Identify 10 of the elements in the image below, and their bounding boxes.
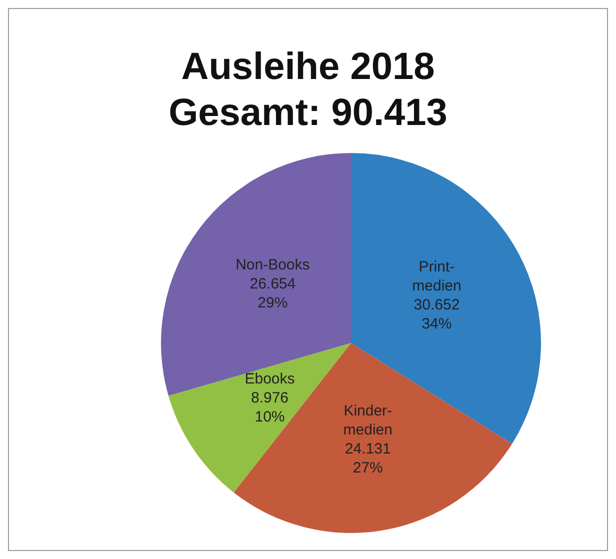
slice-label: Non-Books [236, 256, 310, 274]
slice-label: Kinder- medien [343, 402, 392, 439]
data-label: 26.654 29% [250, 276, 296, 312]
chart-title: Ausleihe 2018 [181, 46, 435, 88]
data-label: 24.131 27% [344, 440, 391, 477]
slice-label: Print- medien [412, 258, 462, 295]
data-label: 30.652 34% [414, 296, 460, 333]
data-label: 8.976 10% [250, 389, 289, 426]
slice-label: Ebooks [244, 370, 295, 388]
chart-subtitle: Gesamt: 90.413 [168, 92, 448, 134]
